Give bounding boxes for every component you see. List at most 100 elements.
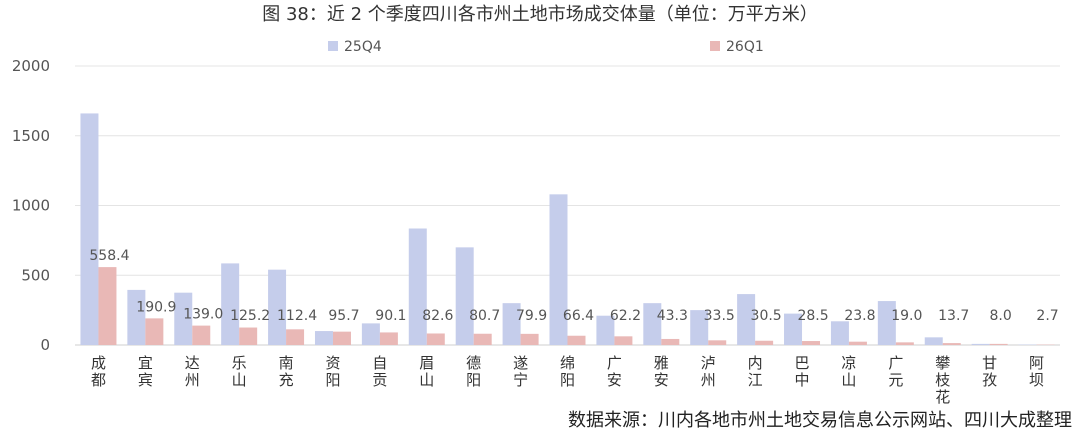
x-tick-label: 内江 bbox=[748, 354, 763, 389]
data-label: 125.2 bbox=[230, 308, 270, 324]
data-label: 139.0 bbox=[183, 307, 223, 323]
y-tick-label: 1000 bbox=[12, 197, 50, 215]
data-label: 13.7 bbox=[938, 308, 969, 324]
svg-text:德: 德 bbox=[466, 354, 481, 372]
data-label: 112.4 bbox=[277, 308, 317, 324]
data-label: 558.4 bbox=[89, 248, 129, 264]
x-tick-label: 达州 bbox=[185, 354, 200, 389]
svg-text:安: 安 bbox=[654, 371, 669, 389]
bar-26Q1-凉山 bbox=[848, 341, 867, 345]
data-label: 33.5 bbox=[704, 308, 735, 324]
svg-text:充: 充 bbox=[279, 371, 294, 389]
y-tick-label: 0 bbox=[40, 336, 50, 354]
svg-text:州: 州 bbox=[701, 371, 716, 389]
bars bbox=[80, 113, 1055, 346]
data-label: 23.8 bbox=[844, 308, 875, 324]
bar-25Q4-绵阳 bbox=[549, 194, 568, 345]
chart-title: 图 38：近 2 个季度四川各市州土地市场成交体量（单位：万平方米） bbox=[262, 4, 818, 25]
x-tick-label: 眉山 bbox=[419, 354, 434, 389]
x-tick-label: 广安 bbox=[607, 354, 622, 389]
x-tick-label: 乐山 bbox=[232, 354, 247, 389]
svg-text:甘: 甘 bbox=[982, 354, 997, 372]
bar-26Q1-达州 bbox=[192, 325, 211, 345]
bar-26Q1-眉山 bbox=[426, 333, 445, 345]
svg-text:江: 江 bbox=[748, 371, 763, 389]
x-tick-label: 资阳 bbox=[325, 354, 340, 389]
x-tick-label: 广元 bbox=[888, 354, 903, 389]
bar-26Q1-德阳 bbox=[473, 333, 492, 345]
y-axis: 0 500 1000 1500 2000 bbox=[12, 57, 50, 354]
data-label: 43.3 bbox=[657, 308, 688, 324]
bar-26Q1-自贡 bbox=[379, 332, 398, 345]
svg-text:自: 自 bbox=[372, 354, 387, 372]
bar-26Q1-泸州 bbox=[708, 340, 727, 345]
bar-25Q4-内江 bbox=[737, 294, 756, 345]
x-tick-label: 雅安 bbox=[654, 354, 669, 389]
svg-text:达: 达 bbox=[185, 354, 200, 372]
svg-text:南: 南 bbox=[279, 354, 294, 372]
x-tick-label: 宜宾 bbox=[138, 354, 153, 389]
svg-text:凉: 凉 bbox=[841, 354, 856, 372]
data-label: 80.7 bbox=[469, 308, 500, 324]
bar-25Q4-乐山 bbox=[221, 263, 240, 345]
svg-text:元: 元 bbox=[888, 371, 903, 389]
data-label: 95.7 bbox=[328, 308, 359, 324]
svg-text:巴: 巴 bbox=[795, 354, 810, 372]
data-label: 79.9 bbox=[516, 308, 547, 324]
svg-text:成: 成 bbox=[91, 354, 106, 372]
bar-25Q4-眉山 bbox=[408, 228, 427, 345]
bar-25Q4-泸州 bbox=[690, 310, 709, 345]
bar-25Q4-宜宾 bbox=[127, 289, 146, 345]
data-label: 28.5 bbox=[797, 308, 828, 324]
legend-swatch bbox=[710, 41, 720, 51]
svg-text:阿: 阿 bbox=[1029, 354, 1044, 372]
bar-26Q1-攀枝花 bbox=[942, 343, 961, 345]
svg-text:枝: 枝 bbox=[935, 371, 950, 389]
x-tick-label: 凉山 bbox=[841, 354, 856, 389]
legend: 25Q4 26Q1 bbox=[328, 39, 764, 55]
bar-25Q4-南充 bbox=[268, 269, 287, 345]
bar-26Q1-遂宁 bbox=[520, 333, 539, 345]
bar-25Q4-雅安 bbox=[643, 303, 662, 345]
bar-25Q4-凉山 bbox=[830, 321, 849, 345]
data-label: 82.6 bbox=[422, 308, 453, 324]
legend-swatch bbox=[328, 41, 338, 51]
svg-text:阳: 阳 bbox=[325, 371, 340, 389]
svg-text:阳: 阳 bbox=[466, 371, 481, 389]
svg-text:坝: 坝 bbox=[1029, 371, 1044, 389]
svg-text:内: 内 bbox=[748, 354, 763, 372]
x-tick-label: 绵阳 bbox=[560, 354, 575, 389]
data-label: 66.4 bbox=[563, 308, 594, 324]
svg-text:遂: 遂 bbox=[513, 354, 528, 372]
svg-text:宁: 宁 bbox=[513, 371, 528, 389]
svg-text:安: 安 bbox=[607, 371, 622, 389]
svg-text:孜: 孜 bbox=[982, 371, 997, 389]
x-tick-label: 甘孜 bbox=[982, 354, 997, 389]
x-tick-label: 巴中 bbox=[795, 354, 810, 389]
data-label: 8.0 bbox=[990, 308, 1012, 324]
bar-26Q1-南充 bbox=[286, 329, 305, 345]
bar-26Q1-广安 bbox=[614, 336, 633, 345]
y-tick-label: 500 bbox=[21, 266, 50, 284]
bar-25Q4-资阳 bbox=[314, 331, 333, 345]
svg-text:资: 资 bbox=[325, 354, 340, 372]
bar-25Q4-遂宁 bbox=[502, 303, 521, 345]
bar-25Q4-甘孜 bbox=[971, 343, 990, 345]
x-tick-label: 阿坝 bbox=[1029, 354, 1044, 389]
svg-text:泸: 泸 bbox=[701, 354, 716, 372]
bar-26Q1-乐山 bbox=[239, 327, 258, 345]
y-tick-label: 2000 bbox=[12, 57, 50, 75]
bar-26Q1-甘孜 bbox=[989, 343, 1008, 345]
data-label: 30.5 bbox=[751, 308, 782, 324]
bar-25Q4-达州 bbox=[174, 292, 193, 345]
x-axis: 成都宜宾达州乐山南充资阳自贡眉山德阳遂宁绵阳广安雅安泸州内江巴中凉山广元攀枝花甘… bbox=[91, 354, 1044, 406]
svg-text:阳: 阳 bbox=[560, 371, 575, 389]
svg-text:山: 山 bbox=[841, 371, 856, 389]
bar-25Q4-成都 bbox=[80, 113, 99, 346]
x-tick-label: 南充 bbox=[279, 354, 294, 389]
svg-text:州: 州 bbox=[185, 371, 200, 389]
svg-text:眉: 眉 bbox=[419, 354, 434, 372]
data-labels: 558.4 190.9 139.0 125.2 112.4 95.7 90.1 82.6 80.… bbox=[89, 248, 1058, 324]
bar-26Q1-成都 bbox=[98, 267, 117, 345]
svg-text:广: 广 bbox=[607, 354, 622, 372]
